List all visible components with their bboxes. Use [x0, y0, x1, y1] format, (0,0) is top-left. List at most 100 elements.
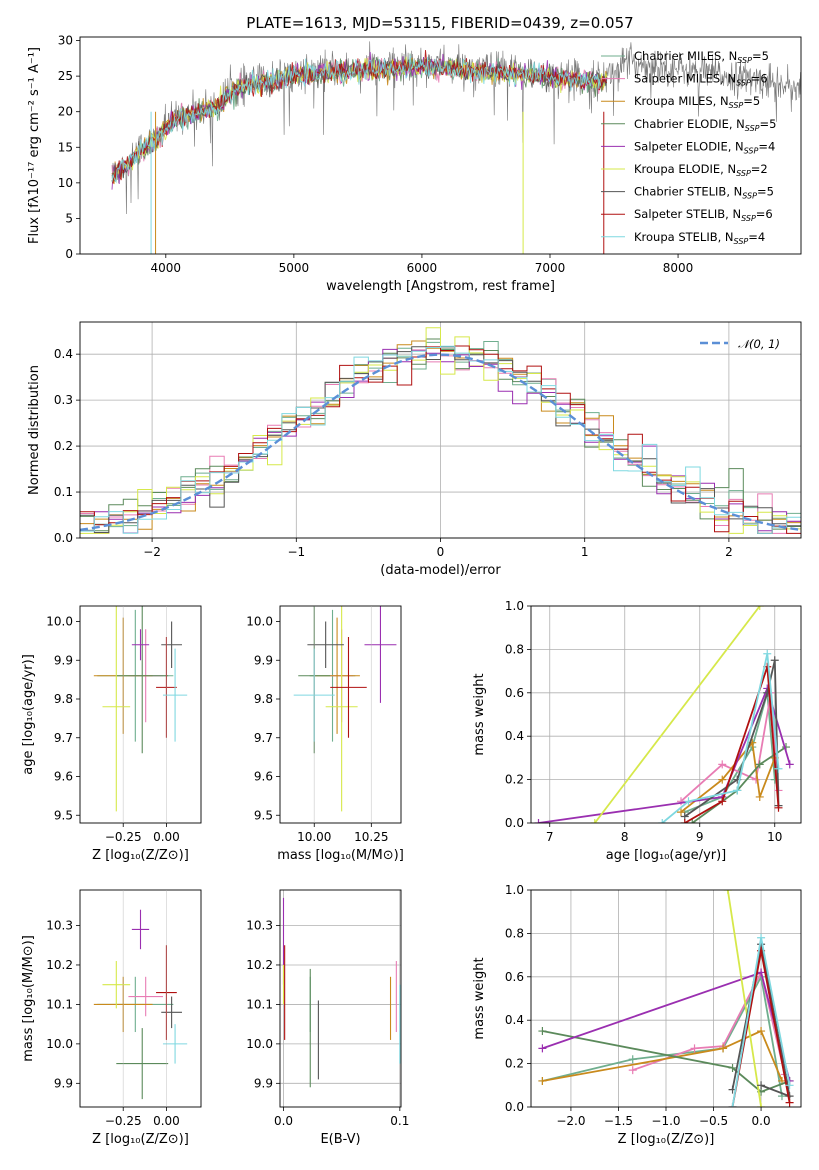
axes-weight_vs_z: −2.0 −1.5 −1.0 −0.5 0.0 0.0 0.2 0.4 0.6 0.8 1.0 Z […: [472, 883, 802, 1147]
residual-histogram: [80, 345, 801, 534]
weight-marker: [757, 968, 766, 977]
weight-marker: [688, 819, 697, 823]
weight-marker: [590, 819, 599, 823]
weight-marker: [757, 1027, 766, 1036]
y-tick-label: 1.0: [505, 599, 524, 613]
y-tick-label: 30: [58, 34, 73, 48]
axes-frame: [79, 36, 802, 255]
legend-label: Chabrier STELIB, NSSP=5: [634, 185, 774, 201]
axes-frame: [79, 889, 202, 1108]
axes-frame: [530, 889, 802, 1108]
x-axis-label: mass [log₁₀(M/M⊙)]: [277, 848, 404, 863]
residuals-legend: 𝒩(0, 1): [700, 337, 780, 351]
weight-marker: [538, 1044, 547, 1053]
x-tick-label: 0.0: [274, 1114, 293, 1128]
plot-area-age_vs_z: [93, 606, 188, 812]
weight-marker: [718, 760, 727, 769]
y-tick-label: 0.0: [505, 1100, 524, 1114]
y-tick-label: 9.7: [254, 731, 273, 745]
weight-series: [680, 662, 783, 823]
x-tick-label: 0.0: [752, 1114, 771, 1128]
weight-marker: [728, 1103, 737, 1107]
errorbar-point: [128, 976, 163, 1017]
y-tick-label: 9.8: [254, 692, 273, 706]
x-tick-label: −2: [143, 545, 161, 559]
y-tick-label: 0.6: [505, 686, 524, 700]
x-tick-label: 8: [621, 830, 629, 844]
y-tick-label: 10.2: [246, 958, 273, 972]
y-tick-label: 20: [58, 105, 73, 119]
x-tick-label: 9: [696, 830, 704, 844]
weight-marker: [538, 1076, 547, 1085]
weight-marker: [785, 760, 794, 769]
weight-line: [726, 890, 762, 1107]
axes-frame: [530, 605, 802, 824]
y-tick-label: 0.8: [505, 926, 524, 940]
x-tick-label: 0.00: [153, 1114, 180, 1128]
y-tick-label: 0: [65, 247, 73, 261]
axes-weight_vs_age: 7 8 9 10 0.0 0.2 0.4 0.6 0.8 1.0 age [log₁₀(age/yr…: [472, 599, 802, 863]
axes-age_vs_mass: 10.00 10.25 9.5 9.6 9.7 9.8 9.9 10.0 mass [log₁₀…: [246, 605, 404, 863]
x-tick-label: −2.0: [556, 1114, 585, 1128]
x-tick-label: 0: [437, 545, 445, 559]
weight-marker: [628, 1066, 637, 1075]
weight-marker: [774, 764, 783, 773]
y-tick-label: 10.2: [46, 958, 73, 972]
weight-marker: [538, 1027, 547, 1036]
weight-series: [677, 738, 779, 817]
weight-series: [728, 933, 794, 1107]
y-tick-label: 10.1: [46, 997, 73, 1011]
axes-age_vs_z: −0.25 0.00 9.5 9.6 9.7 9.8 9.9 10.0 Z [log₁₀(Z/Z…: [21, 605, 202, 863]
legend-label: 𝒩(0, 1): [738, 337, 780, 351]
weight-marker: [718, 775, 727, 784]
x-tick-label: 10: [767, 830, 782, 844]
spectrum-legend: Chabrier MILES, NSSP=5 Salpeter MILES, NS…: [601, 49, 776, 246]
weight-marker: [677, 808, 685, 817]
y-tick-label: 0.3: [54, 393, 73, 407]
errorbar-point: [102, 606, 131, 812]
y-tick-label: 9.9: [254, 1076, 273, 1090]
axes-frame: [79, 321, 802, 539]
axes-frame: [279, 605, 402, 824]
y-tick-label: 10.0: [246, 1037, 273, 1051]
weight-marker: [690, 1044, 699, 1053]
legend-label: Salpeter ELODIE, NSSP=4: [634, 139, 775, 155]
spectrum-model-line: [111, 55, 602, 184]
y-tick-label: 10.3: [246, 919, 273, 933]
errorbar-point: [161, 996, 182, 1029]
plot-area-age_vs_mass: [293, 606, 397, 812]
y-tick-label: 0.4: [505, 1013, 524, 1027]
x-axis-label: Z [log₁₀(Z/Z⊙)]: [92, 848, 189, 863]
weight-marker: [677, 797, 685, 806]
residual-histogram: [80, 345, 801, 534]
weight-series: [590, 606, 764, 823]
x-tick-label: −1: [287, 545, 305, 559]
spectrum-model-line: [111, 49, 608, 184]
x-axis-label: Z [log₁₀(Z/Z⊙)]: [92, 1132, 189, 1147]
normal-curve: [80, 353, 799, 532]
y-axis-label: mass weight: [472, 673, 487, 755]
y-tick-label: 10.3: [46, 919, 73, 933]
weight-marker: [628, 1055, 637, 1064]
y-tick-label: 0.4: [54, 347, 73, 361]
plot-area-mass_vs_ebv: [282, 897, 401, 1088]
weight-marker: [752, 775, 760, 784]
weight-series: [658, 649, 783, 823]
x-tick-label: 7000: [535, 261, 566, 275]
weight-series: [680, 656, 783, 821]
y-tick-label: 1.0: [505, 883, 524, 897]
axes-frame: [79, 605, 202, 824]
weight-line: [594, 606, 761, 823]
x-tick-label: 0.00: [153, 830, 180, 844]
plot-area-spectrum: [111, 41, 801, 254]
legend-label: Kroupa STELIB, NSSP=4: [634, 230, 765, 246]
weight-marker: [658, 819, 667, 823]
weight-marker: [534, 819, 543, 823]
weight-marker: [785, 1098, 794, 1107]
y-tick-label: 10.0: [246, 615, 273, 629]
y-tick-label: 0.2: [54, 439, 73, 453]
y-tick-label: 9.9: [254, 653, 273, 667]
x-tick-label: −1.0: [651, 1114, 680, 1128]
x-axis-label: age [log₁₀(age/yr)]: [606, 848, 727, 863]
